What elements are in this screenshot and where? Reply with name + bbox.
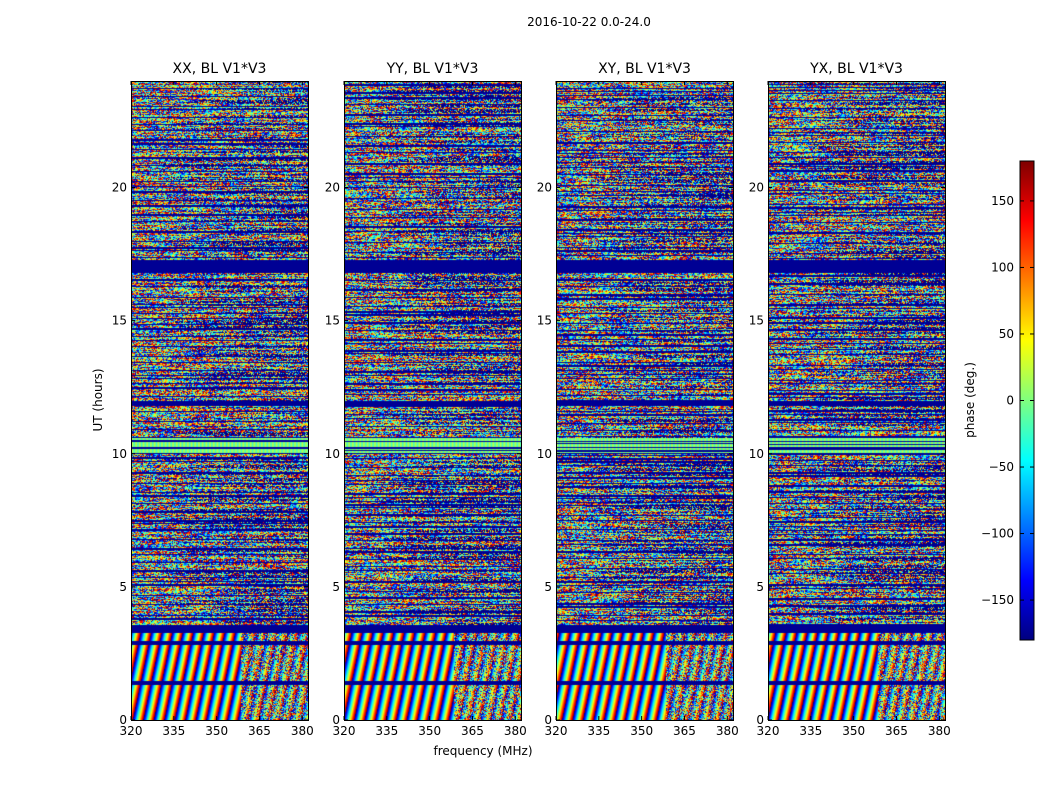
y-tick-label: 10 (749, 447, 764, 461)
colorbar-tick-label: 50 (999, 327, 1014, 341)
panel-title: YY, BL V1*V3 (386, 61, 479, 77)
y-axis-label: UT (hours) (91, 368, 105, 431)
x-tick-label: 350 (630, 724, 653, 738)
colorbar-tick-label: 100 (991, 260, 1014, 274)
colorbar-tick-label: −100 (981, 527, 1014, 541)
panel-heatmap (344, 81, 521, 720)
y-tick-label: 10 (537, 447, 552, 461)
x-tick-label: 365 (885, 724, 908, 738)
x-tick-label: 320 (333, 724, 356, 738)
panel-heatmap (131, 81, 308, 720)
x-tick-label: 365 (673, 724, 696, 738)
y-tick-label: 20 (749, 181, 764, 195)
panel-heatmap (768, 81, 945, 720)
x-tick-label: 320 (545, 724, 568, 738)
x-tick-label: 350 (418, 724, 441, 738)
y-tick-label: 5 (332, 580, 340, 594)
colorbar-tick-label: −50 (989, 460, 1014, 474)
x-tick-label: 380 (504, 724, 527, 738)
x-tick-label: 365 (461, 724, 484, 738)
panel-heatmap (556, 81, 733, 720)
x-tick-label: 335 (162, 724, 185, 738)
y-tick-label: 20 (537, 181, 552, 195)
colorbar-tick-label: −150 (981, 593, 1014, 607)
y-tick-label: 5 (544, 580, 552, 594)
colorbar-tick-label: 150 (991, 194, 1014, 208)
y-tick-label: 15 (112, 314, 127, 328)
panel-title: YX, BL V1*V3 (809, 61, 903, 77)
x-tick-label: 350 (205, 724, 228, 738)
panel-3: XY, BL V1*V3 320 335 350 365 380 0 5 10 15 20 (537, 61, 739, 738)
panel-4: YX, BL V1*V3 320 335 350 365 380 0 5 10 15 20 (749, 61, 951, 738)
x-tick-label: 320 (757, 724, 780, 738)
colorbar: 150 100 50 0 −50 −100 −150 phase (deg.) (963, 160, 1035, 641)
x-tick-label: 380 (291, 724, 314, 738)
panel-title: XY, BL V1*V3 (598, 61, 691, 77)
y-tick-label: 10 (112, 447, 127, 461)
y-tick-label: 0 (119, 713, 127, 727)
x-tick-label: 350 (842, 724, 865, 738)
y-tick-label: 15 (537, 314, 552, 328)
x-tick-label: 365 (248, 724, 271, 738)
y-tick-label: 0 (544, 713, 552, 727)
x-axis-label: frequency (MHz) (433, 744, 532, 758)
x-tick-label: 320 (120, 724, 143, 738)
y-tick-label: 0 (332, 713, 340, 727)
colorbar-ticks: 150 100 50 0 −50 −100 −150 (981, 194, 1034, 607)
panel-frame (344, 81, 522, 721)
panel-frame (768, 81, 946, 721)
x-tick-label: 380 (716, 724, 739, 738)
y-tick-label: 0 (756, 713, 764, 727)
y-tick-label: 20 (325, 181, 340, 195)
y-tick-label: 5 (756, 580, 764, 594)
y-tick-label: 5 (119, 580, 127, 594)
y-tick-label: 20 (112, 181, 127, 195)
x-tick-label: 380 (928, 724, 951, 738)
panel-title: XX, BL V1*V3 (173, 61, 267, 77)
panel-frame (131, 81, 309, 721)
colorbar-tick-label: 0 (1006, 394, 1014, 408)
colorbar-label: phase (deg.) (963, 362, 977, 438)
panel-frame (556, 81, 734, 721)
y-tick-label: 15 (325, 314, 340, 328)
y-tick-label: 15 (749, 314, 764, 328)
x-tick-label: 335 (587, 724, 610, 738)
y-tick-label: 10 (325, 447, 340, 461)
panel-1: XX, BL V1*V3 320 335 350 365 380 0 5 10 15 20 (112, 61, 314, 738)
figure-suptitle: 2016-10-22 0.0-24.0 (527, 15, 651, 29)
panel-2: YY, BL V1*V3 320 335 350 365 380 0 5 10 15 20 (325, 61, 527, 738)
x-tick-label: 335 (799, 724, 822, 738)
x-tick-label: 335 (375, 724, 398, 738)
